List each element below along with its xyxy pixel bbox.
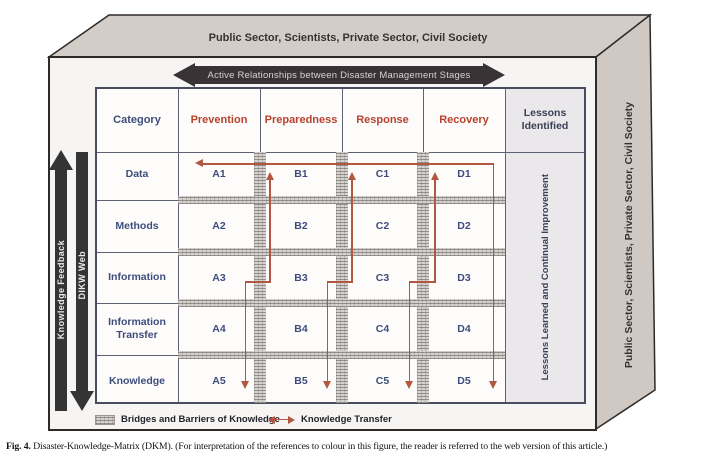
arrow-segment [408,281,411,381]
arrow-head-left-icon [195,158,203,167]
arrow-head-down-icon [488,381,497,389]
grid-vline [342,88,343,152]
cell-c3: C3 [375,271,390,284]
cell-c2: C2 [375,220,390,232]
lessons-header-background [505,88,585,152]
arrow-head-down-icon [404,381,413,389]
dikw-arrow-shaft [76,152,88,391]
grid-vline [423,88,424,152]
caption-text: Disaster-Knowledge-Matrix (DKM). (For in… [33,441,608,452]
cell-d2: D2 [457,220,471,232]
grid-vline [260,88,261,152]
barrier-bar-horizontal [178,351,505,359]
cell-c4: C4 [375,323,390,335]
legend-arrow-right-icon [288,415,295,424]
banner-right-arrowhead-icon [483,63,505,87]
dikw-arrow-down-head-icon [70,391,94,411]
cell-a5: A5 [212,375,226,387]
cell-a4: A4 [212,323,226,335]
barrier-bar-vertical [336,152,348,403]
cell-b3: B3 [294,271,308,284]
cell-d5: D5 [457,375,471,387]
legend-bridges-label: Bridges and Barriers of Knowledge [121,414,280,425]
header-preparedness: Preparedness [264,114,338,126]
dikw-arrow-label-wrap: DIKW Web [68,160,96,390]
arrow-head-up-icon [265,172,274,180]
row-label-data: Data [125,167,149,180]
arrow-head-up-icon [347,172,356,180]
figure-caption: Fig. 4. Disaster-Knowledge-Matrix (DKM).… [6,441,700,452]
cell-a3: A3 [212,271,226,284]
arrow-segment [203,163,494,165]
header-lessons-identified: Lessons Identified [521,107,569,132]
arrow-segment [326,281,353,283]
arrow-segment [492,163,495,381]
legend-transfer-label: Knowledge Transfer [301,414,392,425]
arrow-head-up-icon [430,172,439,180]
header-prevention: Prevention [190,114,248,126]
banner-label: Active Relationships between Disaster Ma… [195,66,483,84]
arrow-head-down-icon [240,381,249,389]
dikw-web-label: DIKW Web [77,250,87,300]
arrow-segment [408,281,436,283]
top-face-label: Public Sector, Scientists, Private Secto… [208,32,488,44]
grid-vline [505,88,506,403]
header-recovery: Recovery [439,114,489,126]
barrier-bar-horizontal [178,248,505,256]
right-face-label: Public Sector, Scientists, Private Secto… [623,101,635,369]
legend-arrow-line [275,418,288,421]
row-label-information: Information [108,271,166,284]
header-response: Response [356,114,409,126]
row-label-methods: Methods [115,219,159,232]
right-face-label-wrap: Public Sector, Scientists, Private Secto… [608,45,650,425]
legend-arrow-left-icon [268,415,275,424]
arrow-head-down-icon [322,381,331,389]
cell-d3: D3 [457,271,471,284]
cell-c1: C1 [375,168,390,180]
barrier-bar-horizontal [178,196,505,204]
lessons-column: Lessons Learned and Continual Improvemen… [505,152,585,403]
arrow-segment [269,180,271,282]
cell-d4: D4 [457,323,471,335]
grid-hline [96,252,178,253]
cell-b1: B1 [294,168,308,180]
grid-hline [96,303,178,304]
cell-b2: B2 [294,220,308,232]
knowledge-feedback-label: Knowledge Feedback [56,240,66,340]
row-label-knowledge: Knowledge [108,374,165,387]
grid-hline [96,200,178,201]
cell-b4: B4 [294,323,308,335]
caption-fig-number: Fig. 4. [6,441,31,452]
bridges-swatch-icon [95,415,115,425]
row-label-information-transfer: Information Transfer [108,316,166,341]
arrow-segment [244,281,247,381]
grid-vline [178,88,179,403]
barrier-bar-vertical [254,152,266,403]
active-relationships-banner: Active Relationships between Disaster Ma… [173,63,505,87]
grid-hline [96,355,178,356]
barrier-bar-vertical [417,152,429,403]
cell-a1: A1 [212,168,226,180]
cell-c5: C5 [375,375,390,387]
arrow-segment [244,281,271,283]
feedback-arrow-shaft [55,170,67,411]
arrow-segment [326,281,329,381]
cell-d1: D1 [457,168,471,180]
feedback-arrow-up-head-icon [49,150,73,170]
cell-b5: B5 [294,375,308,387]
matrix-outer-border [95,87,586,404]
header-category: Category [113,114,161,126]
arrow-segment [351,180,353,282]
banner-left-arrowhead-icon [173,63,195,87]
arrow-segment [434,180,436,282]
barrier-bar-horizontal [178,299,505,307]
cell-a2: A2 [212,220,226,232]
